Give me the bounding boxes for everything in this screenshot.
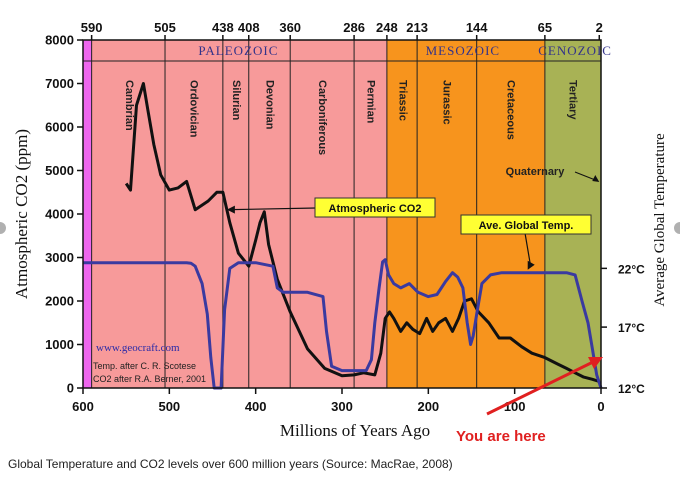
period-label: Silurian — [230, 80, 242, 121]
y2-tick-label: 22°C — [618, 262, 645, 276]
period-label: Cretaceous — [504, 80, 516, 140]
precambrian-band — [83, 40, 92, 388]
temperature-series-line — [83, 258, 603, 390]
top-tick-label: 408 — [238, 20, 260, 35]
top-tick-label: 213 — [406, 20, 428, 35]
co2-annotation-arrow — [230, 207, 317, 211]
series-lines — [83, 82, 603, 390]
y-tick-label: 0 — [67, 381, 74, 396]
quaternary-label: Quaternary — [506, 166, 566, 178]
period-label: Ordovician — [188, 80, 200, 138]
y2-tick-label: 12°C — [618, 382, 645, 396]
y-axis-title: Atmospheric CO2 (ppm) — [12, 129, 31, 299]
era-band-cenozoic — [544, 40, 601, 388]
top-tick-label: 360 — [279, 20, 301, 35]
x-tick-label: 400 — [245, 399, 267, 414]
you-are-here-arrow — [486, 360, 594, 416]
top-tick-label: 144 — [466, 20, 488, 35]
top-tick-label: 2 — [596, 20, 603, 35]
geologic-period-bands — [83, 40, 601, 388]
y-tick-label: 6000 — [45, 120, 74, 135]
edge-scroll-indicator-left — [0, 222, 6, 234]
era-label: CENOZOIC — [538, 43, 612, 58]
figure-caption: Global Temperature and CO2 levels over 6… — [8, 457, 453, 471]
you-are-here-arrowhead — [588, 357, 603, 369]
top-tick-label: 248 — [376, 20, 398, 35]
y-tick-label: 1000 — [45, 337, 74, 352]
x-tick-label: 500 — [158, 399, 180, 414]
co2-annotation-label: Atmospheric CO2 — [329, 203, 422, 215]
edge-scroll-indicator-right — [674, 222, 680, 234]
y-tick-label: 5000 — [45, 163, 74, 178]
era-label: MESOZOIC — [426, 43, 500, 58]
x-tick-label: 0 — [597, 399, 604, 414]
x-tick-label: 200 — [417, 399, 439, 414]
x-tick-label: 600 — [72, 399, 94, 414]
top-tick-label: 438 — [212, 20, 234, 35]
credit-url: www.geocraft.com — [96, 342, 180, 354]
period-label: Carboniferous — [316, 80, 328, 155]
y-tick-label: 8000 — [45, 33, 74, 48]
period-label: Jurassic — [441, 80, 453, 125]
x-axis-title: Millions of Years Ago — [280, 421, 430, 440]
credit-co2: CO2 after R.A. Berner, 2001 — [93, 374, 206, 384]
era-labels: PALEOZOIC MESOZOIC CENOZOIC — [198, 43, 612, 58]
temp-annotation-arrow — [524, 232, 532, 267]
y-tick-label: 4000 — [45, 207, 74, 222]
quaternary-arrowhead — [592, 175, 600, 182]
period-label: Permian — [365, 80, 377, 124]
top-tick-label: 65 — [538, 20, 552, 35]
period-boundary-lines — [83, 40, 601, 388]
temp-annotation-box — [460, 214, 592, 235]
you-are-here-label: You are here — [456, 428, 546, 445]
y-tick-label: 2000 — [45, 294, 74, 309]
x-tick-label: 300 — [331, 399, 353, 414]
top-tick-label: 505 — [154, 20, 176, 35]
period-labels: Cambrian Ordovician Silurian Devonian Carbon… — [123, 80, 579, 155]
temp-annotation-label: Ave. Global Temp. — [479, 220, 574, 232]
y-tick-label: 7000 — [45, 76, 74, 91]
co2-series-line — [124, 82, 600, 383]
temp-annotation-arrowhead — [527, 260, 535, 270]
y-tick-label: 3000 — [45, 250, 74, 265]
co2-annotation-box — [314, 197, 436, 218]
credit-temp: Temp. after C. R. Scotese — [93, 361, 196, 371]
era-label: PALEOZOIC — [198, 43, 278, 58]
period-label: Tertiary — [567, 80, 579, 120]
period-label: Cambrian — [123, 80, 135, 131]
chart-annotations: Atmospheric CO2 Ave. Global Temp. Quaterna… — [226, 166, 600, 270]
quaternary-arrow — [574, 171, 596, 181]
y2-axis-title: Average Global Temperature — [652, 133, 668, 307]
you-are-here-callout: You are here — [456, 357, 603, 445]
co2-annotation-arrowhead — [226, 205, 235, 214]
y2-tick-label: 17°C — [618, 321, 645, 335]
period-label: Devonian — [264, 80, 276, 130]
chart-credits: www.geocraft.com Temp. after C. R. Scotes… — [93, 342, 206, 384]
top-tick-label: 286 — [343, 20, 365, 35]
period-label: Triassic — [397, 80, 409, 121]
top-tick-label: 590 — [81, 20, 103, 35]
